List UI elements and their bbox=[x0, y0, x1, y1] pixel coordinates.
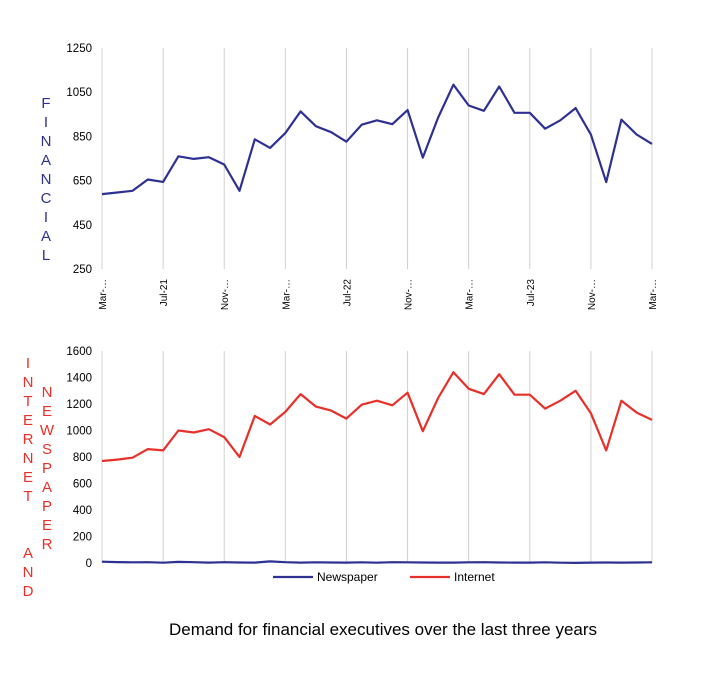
y-tick-label: 650 bbox=[73, 176, 92, 188]
axis-label-letter: F bbox=[41, 95, 51, 112]
legend: Newspaper Internet bbox=[273, 570, 495, 584]
axis-label-letter: A bbox=[40, 152, 51, 169]
x-tick-label: Jul-23 bbox=[526, 279, 537, 307]
axis-label-letter: I bbox=[25, 355, 31, 372]
axis-label-letter: E bbox=[41, 517, 52, 534]
y-tick-label: 1600 bbox=[66, 346, 92, 358]
axis-label-letter: A bbox=[40, 228, 51, 245]
y-tick-label: 800 bbox=[73, 452, 92, 464]
axis-label-letter: I bbox=[43, 209, 49, 226]
legend-label-internet: Internet bbox=[454, 570, 495, 584]
y-tick-label: 450 bbox=[73, 220, 92, 232]
x-tick-label: Mar-… bbox=[465, 279, 476, 310]
axis-label-letter: A bbox=[22, 545, 33, 562]
x-tick-label: Mar-… bbox=[648, 279, 659, 310]
axis-label-letter: N bbox=[22, 374, 34, 391]
axis-label-letter: N bbox=[40, 171, 52, 188]
axis-label-letter: N bbox=[22, 450, 34, 467]
axis-label-letter: C bbox=[40, 190, 52, 207]
x-tick-label: Mar-… bbox=[281, 279, 292, 310]
y-tick-label: 200 bbox=[73, 532, 92, 544]
chart-panel-internet-newspaper: 0 200 400 600 800 1000 1200 1400 1600 bbox=[66, 346, 653, 570]
axis-label-letter: I bbox=[43, 114, 49, 131]
axis-label-letter: N bbox=[40, 133, 52, 150]
axis-label-letter: R bbox=[41, 536, 53, 553]
axis-label-letter: D bbox=[22, 583, 34, 600]
chart-panel-financial: 250 450 650 850 1050 1250 Mar-… Jul-21 Nov-… Mar-… bbox=[66, 43, 659, 310]
legend-label-newspaper: Newspaper bbox=[317, 570, 378, 584]
axis-label-letter: T bbox=[23, 393, 33, 410]
axis-label-letter: T bbox=[23, 488, 33, 505]
axis-label-letter: P bbox=[41, 498, 52, 515]
y-tick-label: 250 bbox=[73, 264, 92, 276]
x-tick-label: Jul-21 bbox=[159, 279, 170, 307]
axis-label-letter: W bbox=[39, 422, 55, 439]
x-tick-label: Nov-… bbox=[587, 279, 598, 310]
axis-label-letter: E bbox=[22, 469, 33, 486]
y-tick-label: 1200 bbox=[66, 399, 92, 411]
x-tick-label: Nov-… bbox=[404, 279, 415, 310]
axis-label-letter: L bbox=[41, 247, 51, 264]
y-tick-label: 1050 bbox=[66, 87, 92, 99]
axis-label-letter: P bbox=[41, 460, 52, 477]
axis-label-letter: N bbox=[22, 564, 34, 581]
x-tick-label: Nov-… bbox=[220, 279, 231, 310]
axis-label-letter: S bbox=[41, 441, 52, 458]
series-line-newspaper bbox=[101, 560, 653, 565]
axis-label-letter: A bbox=[41, 479, 52, 496]
axis-label-letter: E bbox=[41, 403, 52, 420]
y-tick-label: 0 bbox=[86, 558, 92, 570]
axis-label-letter: R bbox=[22, 431, 34, 448]
series-line-internet bbox=[101, 371, 653, 463]
axis-label-letter: N bbox=[41, 384, 53, 401]
chart-caption: Demand for financial executives over the… bbox=[168, 620, 598, 639]
x-tick-label: Mar-… bbox=[98, 279, 109, 310]
y-tick-label: 1000 bbox=[66, 426, 92, 438]
y-tick-label: 400 bbox=[73, 505, 92, 517]
axis-label-letter bbox=[20, 506, 36, 544]
series-line-financial bbox=[101, 83, 653, 196]
y-tick-label: 1250 bbox=[66, 43, 92, 55]
axis-label-letter: E bbox=[22, 412, 33, 429]
x-tick-label: Jul-22 bbox=[342, 279, 353, 307]
y-tick-label: 1400 bbox=[66, 373, 92, 385]
y-tick-label: 850 bbox=[73, 131, 92, 143]
y-tick-label: 600 bbox=[73, 479, 92, 491]
